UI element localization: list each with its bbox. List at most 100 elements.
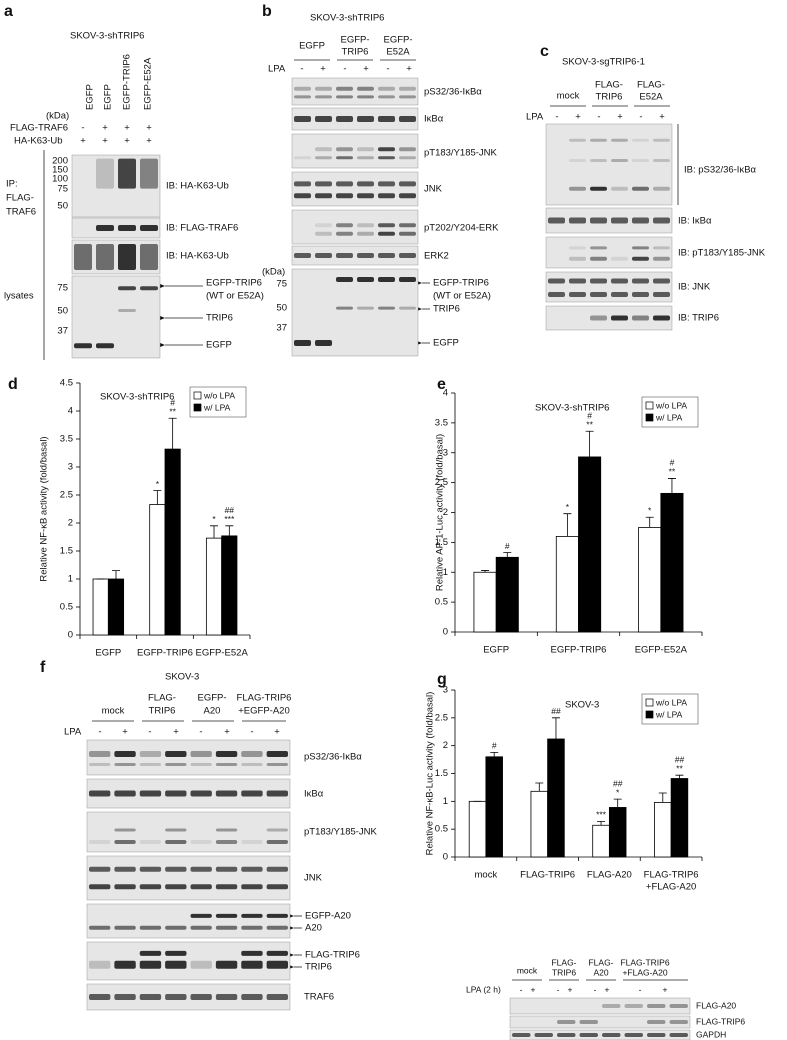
bar: [592, 824, 610, 858]
legend-swatch: [193, 391, 202, 400]
group-label: FLAG-TRIP6: [620, 957, 669, 967]
legend-label: w/ LPA: [203, 402, 231, 412]
significance: *: [156, 479, 160, 489]
blot-band: [569, 138, 586, 142]
blot-band: [653, 256, 670, 261]
blot-band: [215, 840, 238, 844]
blot-band: [215, 828, 238, 832]
bar: [485, 756, 503, 858]
marker: 37: [57, 326, 68, 337]
blot-band: [357, 253, 374, 258]
blot-band: [569, 217, 586, 224]
blot-band: [548, 217, 565, 224]
ib-label: IB: HA-K63-Ub: [166, 251, 229, 262]
blot-band: [89, 751, 111, 757]
sign: +: [605, 984, 610, 994]
significance: #: [492, 741, 497, 751]
blot-band: [139, 790, 162, 797]
row-label: HA-K63-Ub: [14, 136, 63, 147]
blot-band: [590, 138, 607, 142]
significance: #: [170, 398, 175, 408]
x-tick-label: EGFP-E52A: [635, 645, 688, 656]
blot-band: [241, 866, 263, 872]
blot-band: [89, 960, 111, 969]
y-tick-label: 3: [443, 685, 448, 696]
significance: ***: [224, 514, 235, 524]
blot-band: [315, 181, 332, 187]
sign: +: [575, 112, 581, 123]
blot-band: [165, 790, 187, 797]
error-bar: [613, 798, 622, 808]
bar: [555, 536, 579, 633]
blot-band: [399, 86, 416, 91]
error-bar: [210, 525, 219, 539]
blot-band: [190, 763, 212, 766]
blot-band: [653, 292, 670, 297]
y-tick-label: 1.5: [435, 768, 448, 779]
error-bar: [563, 513, 572, 537]
blot-band: [602, 1033, 621, 1037]
y-tick-label: 3.5: [60, 434, 73, 445]
blot-band: [190, 925, 212, 930]
sign: +: [146, 136, 152, 147]
blot-band: [611, 217, 628, 224]
blot-band: [647, 1033, 666, 1037]
chart-title: SKOV-3: [565, 700, 599, 711]
panel-b: b SKOV-3-shTRIP6 EGFP EGFP- TRIP6 EGFP- …: [262, 3, 499, 348]
blot-band: [632, 292, 649, 297]
significance: **: [676, 763, 683, 773]
y-tick-label: 1: [443, 796, 448, 807]
blot-band: [139, 884, 162, 890]
group-label: A20: [593, 967, 608, 977]
blot-label: FLAG-TRIP6: [305, 950, 360, 961]
blot-band: [624, 1033, 643, 1037]
y-tick-label: 4: [68, 406, 73, 417]
blot-band: [140, 225, 158, 231]
blot-band: [512, 1033, 531, 1037]
blot-label: TRAF6: [304, 992, 334, 1003]
error-bar: [490, 751, 499, 757]
bar: [547, 738, 565, 858]
x-tick-label: FLAG-TRIP6: [520, 870, 575, 881]
blot-band: [140, 286, 158, 291]
blot-band: [89, 866, 111, 872]
y-tick-label: 2.5: [435, 477, 448, 488]
sign: -: [250, 727, 253, 738]
blot-band: [378, 306, 395, 310]
sign: -: [639, 984, 642, 994]
blot-band: [336, 147, 353, 152]
blot-label: FLAG-TRIP6: [696, 1016, 745, 1026]
x-tick-label: EGFP-E52A: [196, 648, 249, 659]
ip-label: IP:: [6, 179, 18, 190]
sign: +: [102, 123, 108, 134]
blot-band: [357, 156, 374, 160]
panel-label: a: [4, 3, 13, 20]
bar: [530, 790, 549, 858]
blot-strip: [545, 236, 673, 269]
sign: +: [122, 727, 128, 738]
blot-strip: [86, 903, 291, 939]
blot-label: IB: pT183/Y185-JNK: [678, 248, 766, 259]
blot-band: [336, 193, 353, 199]
sign: +: [224, 727, 230, 738]
blot-band: [114, 925, 136, 930]
panel-title: SKOV-3-sgTRIP6-1: [562, 57, 645, 68]
y-tick-label: 1.5: [435, 537, 448, 548]
blot-band: [89, 840, 111, 844]
blot-band: [653, 217, 670, 224]
blot-band: [96, 244, 114, 270]
blot-strip: [545, 123, 673, 206]
blot-band: [215, 751, 238, 757]
sign: +: [320, 64, 326, 75]
blot-band: [569, 292, 586, 297]
group-label: A20: [204, 706, 221, 717]
legend-label: w/o LPA: [655, 697, 687, 707]
blot-band: [315, 339, 332, 346]
blot-band: [611, 256, 628, 261]
blot-band: [241, 913, 263, 918]
sign: -: [343, 64, 346, 75]
sign: -: [555, 112, 558, 123]
blot-band: [190, 866, 212, 872]
blot-band: [357, 306, 374, 310]
group-label: E52A: [639, 92, 663, 103]
